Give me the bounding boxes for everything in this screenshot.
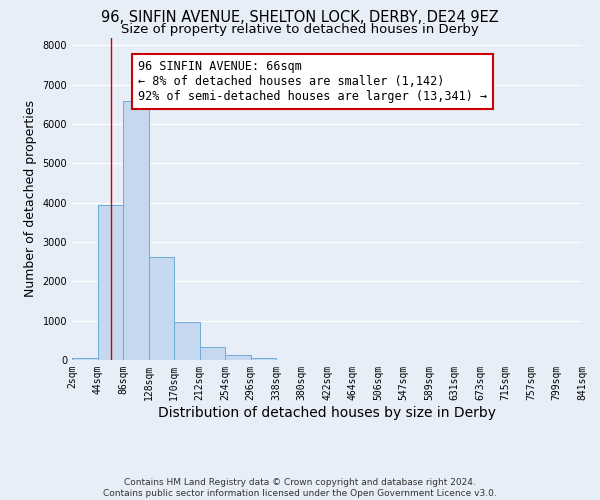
Bar (225, 356, 251, 360)
Text: Size of property relative to detached houses in Derby: Size of property relative to detached ho… (121, 22, 479, 36)
Bar (72, 358, 98, 360)
X-axis label: Distribution of detached houses by size in Derby: Distribution of detached houses by size … (158, 406, 496, 419)
Bar (174, 322, 200, 360)
Text: 96 SINFIN AVENUE: 66sqm
← 8% of detached houses are smaller (1,142)
92% of semi-: 96 SINFIN AVENUE: 66sqm ← 8% of detached… (139, 60, 487, 103)
Bar (123, 101, 149, 360)
Bar (251, 358, 276, 360)
Text: 96, SINFIN AVENUE, SHELTON LOCK, DERBY, DE24 9EZ: 96, SINFIN AVENUE, SHELTON LOCK, DERBY, … (101, 10, 499, 25)
Text: Contains HM Land Registry data © Crown copyright and database right 2024.
Contai: Contains HM Land Registry data © Crown c… (103, 478, 497, 498)
Y-axis label: Number of detached properties: Number of detached properties (24, 100, 37, 297)
Bar (98, 204, 123, 360)
Bar (200, 347, 225, 360)
Bar (149, 257, 174, 360)
